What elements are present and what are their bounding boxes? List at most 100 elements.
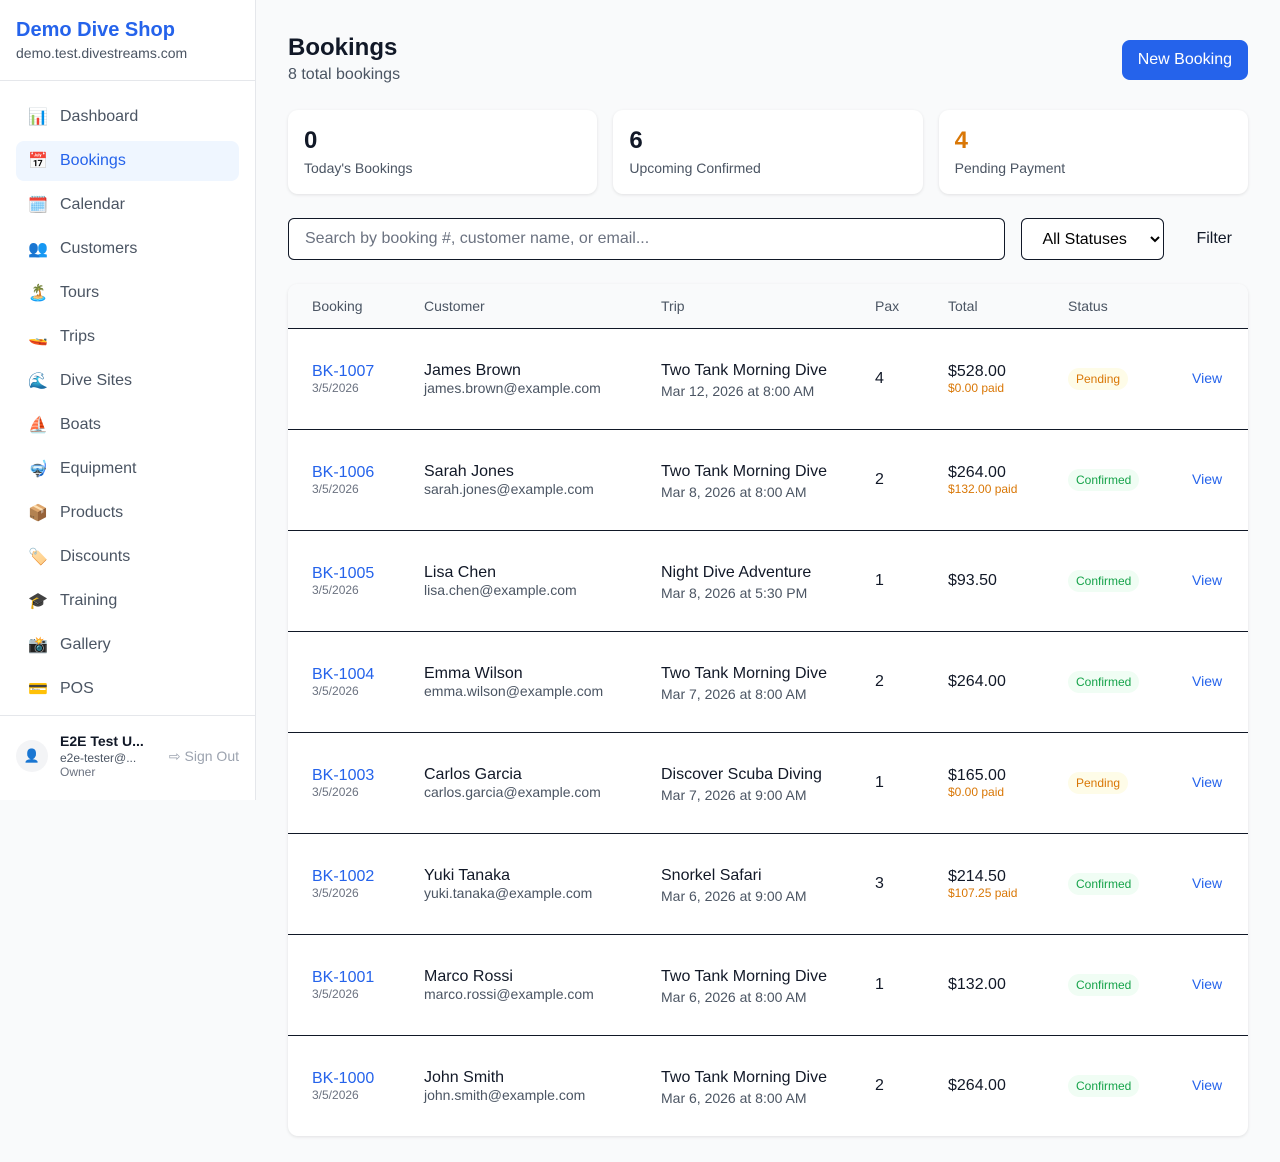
sidebar-item-label: Dive Sites	[60, 372, 133, 389]
sidebar-item-boats[interactable]: ⛵ Boats	[16, 405, 239, 445]
sidebar-item-label: Products	[60, 504, 124, 521]
sidebar-item-customers[interactable]: 👥 Customers	[16, 229, 239, 269]
table-row: BK-1006 3/5/2026 Sarah Jones sarah.jones@e…	[288, 429, 1248, 531]
dive-sites-icon: 🌊	[28, 373, 48, 390]
table-row: BK-1002 3/5/2026 Yuki Tanaka yuki.tanaka@e…	[288, 833, 1248, 935]
customer-name: Marco Rossi	[424, 967, 513, 985]
stat-card: 4 Pending Payment	[938, 110, 1248, 194]
view-link[interactable]: View	[1192, 369, 1223, 386]
trip-name: Two Tank Morning Dive	[661, 664, 827, 682]
shop-domain: demo.test.divestreams.com	[16, 45, 188, 61]
stat-label: Today's Bookings	[304, 160, 413, 176]
customer-name: John Smith	[424, 1068, 505, 1086]
view-link[interactable]: View	[1192, 470, 1223, 487]
trip-date: Mar 8, 2026 at 8:00 AM	[661, 483, 807, 500]
trip-name: Discover Scuba Diving	[661, 765, 822, 783]
user-panel: 👤 E2E Test U... e2e-tester@... Owner ⇨ S…	[0, 715, 255, 796]
booking-link[interactable]: BK-1007	[312, 362, 375, 380]
trip-name: Two Tank Morning Dive	[661, 361, 827, 379]
shop-name[interactable]: Demo Dive Shop	[16, 19, 175, 41]
sidebar-item-label: Boats	[60, 416, 101, 433]
view-link[interactable]: View	[1192, 773, 1223, 790]
customer-name: Sarah Jones	[424, 462, 514, 480]
sidebar-item-label: Equipment	[60, 460, 137, 477]
booking-total: $528.00	[948, 362, 1006, 380]
trip-date: Mar 6, 2026 at 9:00 AM	[661, 887, 807, 904]
status-badge: Confirmed	[1068, 1074, 1140, 1097]
booking-link[interactable]: BK-1003	[312, 766, 375, 784]
booking-date: 3/5/2026	[312, 986, 359, 1001]
filters-bar: All Statuses Filter	[288, 218, 1248, 260]
view-link[interactable]: View	[1192, 874, 1223, 891]
table-row: BK-1005 3/5/2026 Lisa Chen lisa.chen@examp…	[288, 530, 1248, 632]
sign-out-button[interactable]: ⇨ Sign Out	[169, 748, 239, 765]
pax-count: 1	[859, 732, 932, 834]
customers-icon: 👥	[28, 241, 48, 258]
sidebar-item-pos[interactable]: 💳 POS	[16, 669, 239, 709]
sidebar-nav: 📊 Dashboard 📅 Bookings 🗓️ Calendar 👥 Customers 🏝…	[0, 81, 255, 709]
sidebar-item-bookings[interactable]: 📅 Bookings	[16, 141, 239, 181]
booking-link[interactable]: BK-1005	[312, 564, 375, 582]
trip-date: Mar 6, 2026 at 8:00 AM	[661, 1089, 807, 1106]
stat-value: 6	[629, 127, 643, 154]
booking-total: $132.00	[948, 975, 1006, 993]
customer-name: Emma Wilson	[424, 664, 523, 682]
view-link[interactable]: View	[1192, 672, 1223, 689]
table-row: BK-1007 3/5/2026 James Brown james.brown@e…	[288, 328, 1248, 430]
booking-link[interactable]: BK-1006	[312, 463, 375, 481]
new-booking-button[interactable]: New Booking	[1121, 40, 1248, 80]
paid-amount: $0.00 paid	[948, 784, 1005, 799]
sidebar-item-gallery[interactable]: 📸 Gallery	[16, 625, 239, 665]
sidebar-item-dashboard[interactable]: 📊 Dashboard	[16, 97, 239, 137]
pax-count: 2	[875, 1076, 884, 1094]
view-link[interactable]: View	[1192, 975, 1223, 992]
customer-name: Lisa Chen	[424, 563, 497, 581]
discounts-icon: 🏷️	[28, 549, 48, 566]
main-content: Bookings 8 total bookings New Booking 0 T…	[288, 34, 1248, 1136]
customer-name: James Brown	[424, 361, 521, 379]
status-select[interactable]: All Statuses	[1021, 218, 1165, 260]
booking-link[interactable]: BK-1004	[312, 665, 375, 683]
booking-date: 3/5/2026	[312, 784, 359, 799]
booking-link[interactable]: BK-1000	[312, 1069, 375, 1087]
booking-date: 3/5/2026	[312, 1087, 359, 1102]
status-badge: Pending	[1068, 771, 1129, 794]
sidebar-item-trips[interactable]: 🚤 Trips	[16, 317, 239, 357]
trip-date: Mar 12, 2026 at 8:00 AM	[661, 382, 815, 399]
sidebar-item-label: Trips	[60, 328, 95, 345]
filter-button[interactable]: Filter	[1180, 218, 1248, 260]
booking-link[interactable]: BK-1001	[312, 968, 375, 986]
trip-name: Two Tank Morning Dive	[661, 462, 827, 480]
dashboard-icon: 📊	[28, 109, 48, 126]
trip-date: Mar 6, 2026 at 8:00 AM	[661, 988, 807, 1005]
tours-icon: 🏝️	[28, 285, 48, 302]
booking-link[interactable]: BK-1002	[312, 867, 375, 885]
page-subtitle: 8 total bookings	[288, 66, 401, 83]
customer-email: carlos.garcia@example.com	[424, 783, 601, 800]
sidebar-item-tours[interactable]: 🏝️ Tours	[16, 273, 239, 313]
view-link[interactable]: View	[1192, 1076, 1223, 1093]
sidebar-item-discounts[interactable]: 🏷️ Discounts	[16, 537, 239, 577]
sidebar-item-training[interactable]: 🎓 Training	[16, 581, 239, 621]
table-row: BK-1003 3/5/2026 Carlos Garcia carlos.garc…	[288, 732, 1248, 834]
booking-total: $165.00	[948, 766, 1006, 784]
view-link[interactable]: View	[1192, 571, 1223, 588]
sidebar-item-dive-sites[interactable]: 🌊 Dive Sites	[16, 361, 239, 401]
sidebar-item-products[interactable]: 📦 Products	[16, 493, 239, 533]
pax-count: 2	[859, 429, 932, 531]
sidebar-item-label: Bookings	[60, 152, 126, 169]
user-icon: 👤	[16, 740, 48, 772]
booking-total: $264.00	[948, 672, 1006, 690]
sidebar-item-label: Discounts	[60, 548, 131, 565]
sign-out-icon: ⇨	[168, 747, 185, 764]
stat-card: 0 Today's Bookings	[288, 110, 598, 194]
paid-amount: $132.00 paid	[948, 481, 1018, 496]
search-input[interactable]	[288, 218, 1006, 260]
pax-count: 3	[859, 833, 932, 935]
sidebar-item-equipment[interactable]: 🤿 Equipment	[16, 449, 239, 489]
products-icon: 📦	[28, 505, 48, 522]
booking-total: $93.50	[948, 571, 997, 589]
sidebar-item-calendar[interactable]: 🗓️ Calendar	[16, 185, 239, 225]
trip-name: Two Tank Morning Dive	[661, 1068, 827, 1086]
pax-count: 4	[859, 328, 932, 430]
